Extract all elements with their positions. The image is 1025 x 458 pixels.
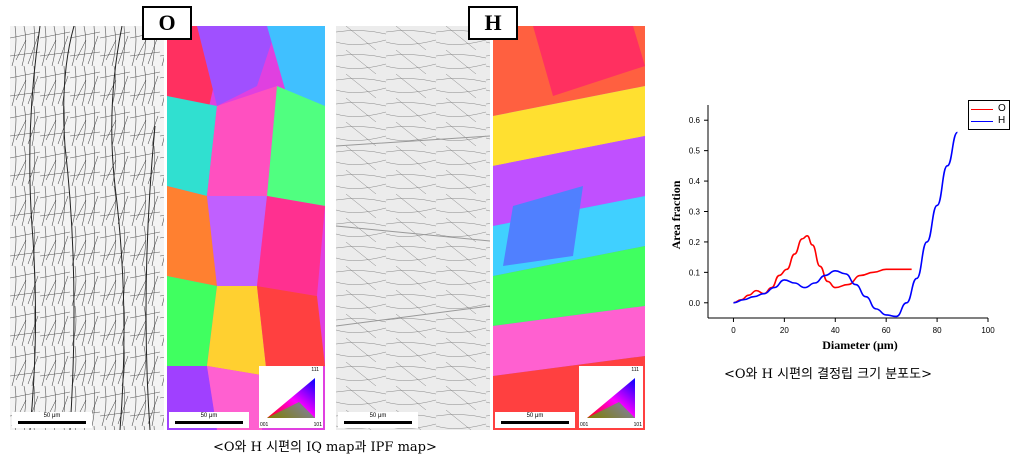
ipf-color-triangle: 001 101 111 xyxy=(579,366,643,428)
y-tick-label: 0.2 xyxy=(689,238,701,247)
legend-line-h xyxy=(971,121,993,122)
x-tick-label: 80 xyxy=(933,326,942,335)
triangle-label-001: 001 xyxy=(580,422,589,428)
y-tick-label: 0.0 xyxy=(689,299,701,308)
legend-item-o: O xyxy=(971,103,1009,115)
grain-size-chart: 0 20 40 60 80 100 0.0 0.1 0.2 0.3 0.4 0.5 0.6 Area f… xyxy=(669,105,995,352)
scale-bar-label: 50 μm xyxy=(200,413,218,419)
scale-bar: 50 μm xyxy=(12,412,92,428)
ipf-color-triangle: 001 101 111 xyxy=(259,366,323,428)
chart-legend: O H xyxy=(968,100,1010,130)
o-ipf-map: 50 μm 001 101 111 xyxy=(167,26,325,430)
x-tick-label: 100 xyxy=(981,326,995,335)
panel-label-o: O xyxy=(142,6,192,40)
left-figure-caption: <O와 H 시편의 IQ map과 IPF map> xyxy=(213,440,437,455)
x-tick-label: 60 xyxy=(882,326,891,335)
right-figure-caption: <O와 H 시편의 결정립 크기 분포도> xyxy=(724,367,932,382)
triangle-label-111: 111 xyxy=(631,367,639,373)
triangle-label-101: 101 xyxy=(313,422,322,428)
scale-bar: 50 μm xyxy=(338,412,418,428)
x-tick-label: 0 xyxy=(731,326,736,335)
legend-item-h: H xyxy=(971,115,1009,127)
x-tick-label: 20 xyxy=(780,326,789,335)
y-tick-label: 0.5 xyxy=(689,147,701,156)
y-tick-label: 0.6 xyxy=(689,116,701,125)
scale-bar-label: 50 μm xyxy=(369,413,387,419)
x-axis-label: Diameter (μm) xyxy=(822,338,898,352)
h-ipf-map: 50 μm 001 101 111 xyxy=(493,26,645,430)
y-axis-label: Area fraction xyxy=(669,180,683,249)
legend-line-o xyxy=(971,109,993,110)
scale-bar: 50 μm xyxy=(169,412,249,428)
y-tick-label: 0.1 xyxy=(689,268,701,277)
scale-bar-label: 50 μm xyxy=(526,413,544,419)
scale-bar: 50 μm xyxy=(495,412,575,428)
series-line-h xyxy=(733,131,959,318)
triangle-label-111: 111 xyxy=(311,367,319,373)
triangle-label-001: 001 xyxy=(260,422,269,428)
x-tick-label: 40 xyxy=(831,326,840,335)
triangle-label-101: 101 xyxy=(633,422,642,428)
h-iq-map: 50 μm xyxy=(336,26,490,430)
series-line-o xyxy=(733,235,912,304)
legend-label-h: H xyxy=(998,115,1006,126)
legend-label-o: O xyxy=(998,103,1006,114)
panel-label-h: H xyxy=(468,6,518,40)
y-tick-label: 0.4 xyxy=(689,177,701,186)
y-tick-label: 0.3 xyxy=(689,208,701,217)
o-iq-map: 50 μm xyxy=(10,26,164,430)
scale-bar-label: 50 μm xyxy=(43,413,61,419)
